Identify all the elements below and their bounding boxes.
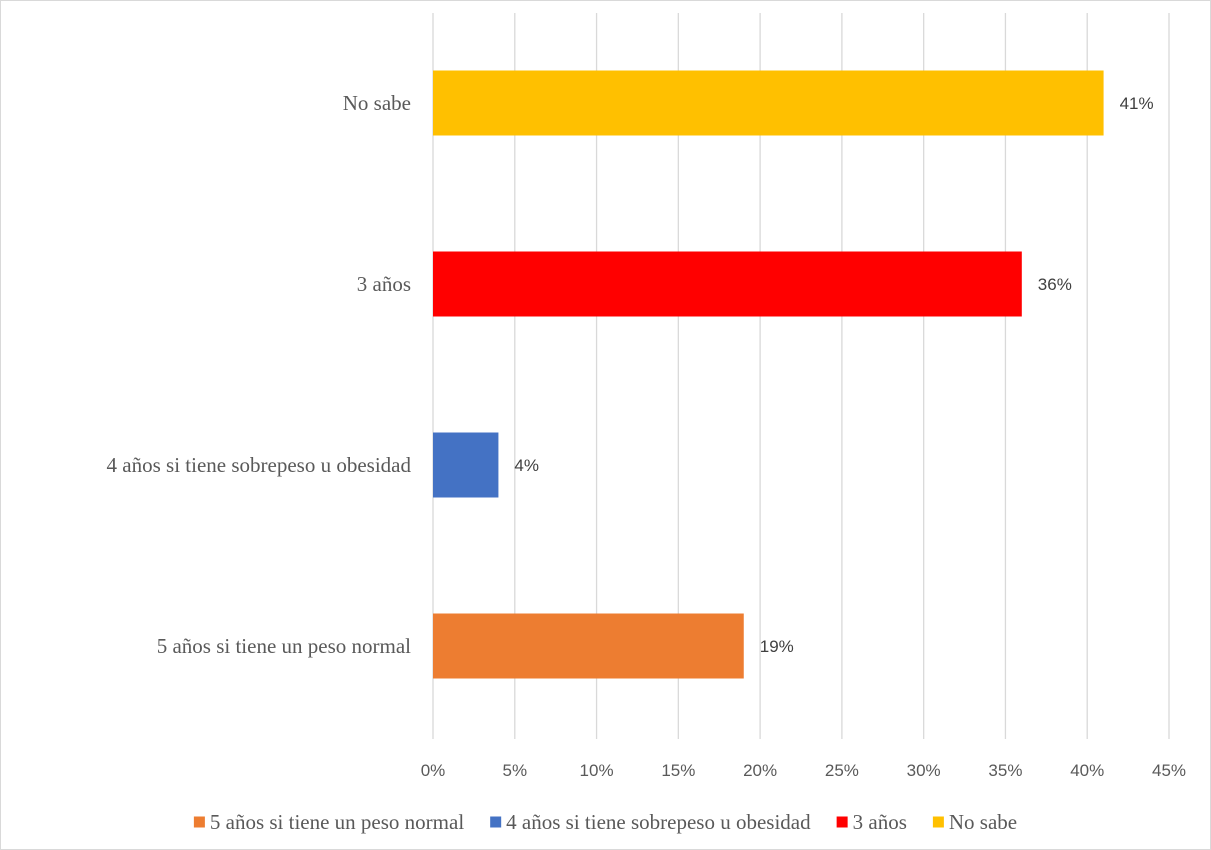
data-label: 36% bbox=[1038, 275, 1072, 294]
legend-item: 3 años bbox=[836, 810, 907, 834]
legend-swatch bbox=[490, 816, 502, 828]
x-tick-label: 0% bbox=[421, 761, 446, 780]
legend-swatch bbox=[193, 816, 205, 828]
category-label: 4 años si tiene sobrepeso u obesidad bbox=[107, 453, 412, 477]
legend-swatch bbox=[932, 816, 944, 828]
x-tick-label: 45% bbox=[1152, 761, 1186, 780]
category-labels: 5 años si tiene un peso normal 4 años si … bbox=[107, 91, 412, 658]
legend: 5 años si tiene un peso normal 4 años si … bbox=[193, 810, 1017, 834]
data-labels: 19% 4% 36% 41% bbox=[514, 94, 1153, 656]
legend-item: No sabe bbox=[932, 810, 1017, 834]
x-tick-label: 40% bbox=[1070, 761, 1104, 780]
bar bbox=[433, 251, 1022, 317]
legend-swatch bbox=[836, 816, 848, 828]
x-tick-label: 5% bbox=[502, 761, 527, 780]
legend-item: 5 años si tiene un peso normal bbox=[193, 810, 464, 834]
x-tick-label: 30% bbox=[907, 761, 941, 780]
x-tick-label: 35% bbox=[988, 761, 1022, 780]
legend-label: 5 años si tiene un peso normal bbox=[210, 810, 464, 834]
legend-item: 4 años si tiene sobrepeso u obesidad bbox=[490, 810, 811, 834]
data-label: 19% bbox=[760, 637, 794, 656]
x-tick-label: 15% bbox=[661, 761, 695, 780]
bars bbox=[433, 70, 1104, 679]
bar bbox=[433, 432, 499, 498]
category-label: 5 años si tiene un peso normal bbox=[157, 634, 411, 658]
category-label: No sabe bbox=[343, 91, 411, 115]
x-tick-label: 20% bbox=[743, 761, 777, 780]
category-label: 3 años bbox=[357, 272, 411, 296]
bar bbox=[433, 70, 1104, 136]
bar bbox=[433, 613, 744, 679]
x-axis-tick-labels: 0% 5% 10% 15% 20% 25% 30% 35% 40% 45% bbox=[421, 761, 1186, 780]
legend-label: 4 años si tiene sobrepeso u obesidad bbox=[506, 810, 811, 834]
data-label: 41% bbox=[1120, 94, 1154, 113]
data-label: 4% bbox=[514, 456, 539, 475]
legend-label: No sabe bbox=[949, 810, 1017, 834]
x-tick-label: 10% bbox=[580, 761, 614, 780]
legend-label: 3 años bbox=[853, 810, 907, 834]
x-tick-label: 25% bbox=[825, 761, 859, 780]
